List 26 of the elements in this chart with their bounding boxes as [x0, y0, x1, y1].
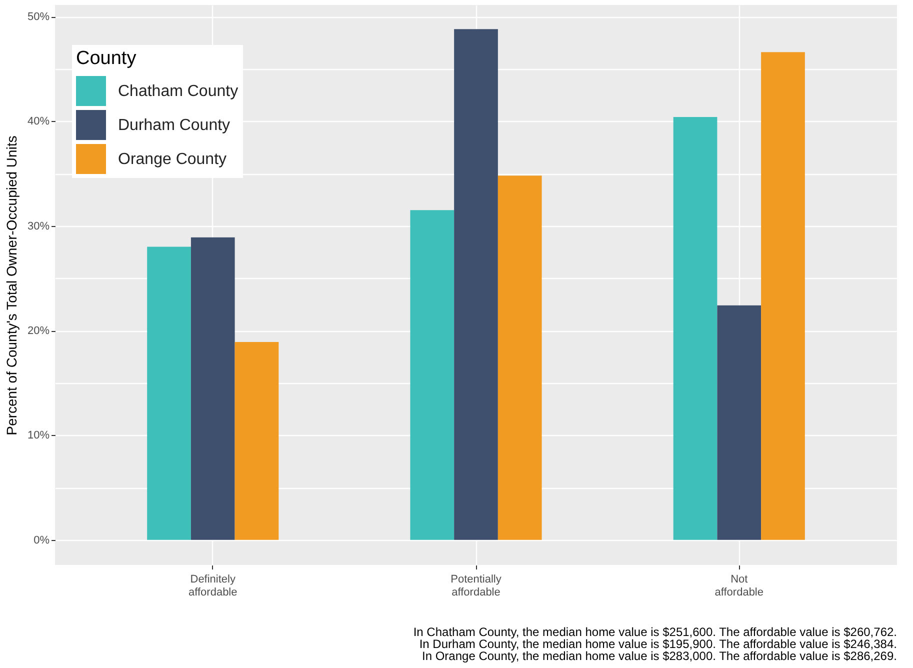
bar [717, 305, 762, 540]
legend-title: County [76, 48, 137, 69]
y-tick-label: 0% [34, 534, 50, 546]
bar [147, 246, 191, 540]
y-tick-label: 30% [27, 220, 50, 232]
y-tick-label: 50% [27, 11, 50, 24]
bar [454, 29, 498, 540]
bar [234, 342, 279, 540]
bar [673, 117, 718, 540]
y-tick-label: 20% [27, 325, 50, 338]
y-tick-label: 40% [27, 116, 50, 128]
x-tick-label: Not affordable [714, 574, 764, 598]
bar [761, 52, 805, 540]
bar [498, 176, 542, 540]
text: In Chatham County, the median home value is $251,600. The affordable value is $260,762. [413, 625, 897, 639]
x-tick-label: Definitely affordable [188, 574, 238, 598]
legend-label: Durham County [118, 117, 230, 134]
legend-label: Chatham County [118, 83, 238, 100]
text: In Durham County, the median home value is $195,900. The affordable value is $246,384. [419, 637, 897, 651]
legend-label: Orange County [118, 151, 227, 168]
y-tick-label: 10% [27, 430, 50, 442]
bar [190, 237, 235, 540]
x-tick-label: Potentially affordable [450, 574, 502, 598]
y-axis-title: Percent of County's Total Owner-Occupied Units [3, 136, 20, 436]
bar [410, 210, 454, 540]
text: In Orange County, the median home value is $283,000. The affordable value is $286,269. [422, 649, 897, 663]
